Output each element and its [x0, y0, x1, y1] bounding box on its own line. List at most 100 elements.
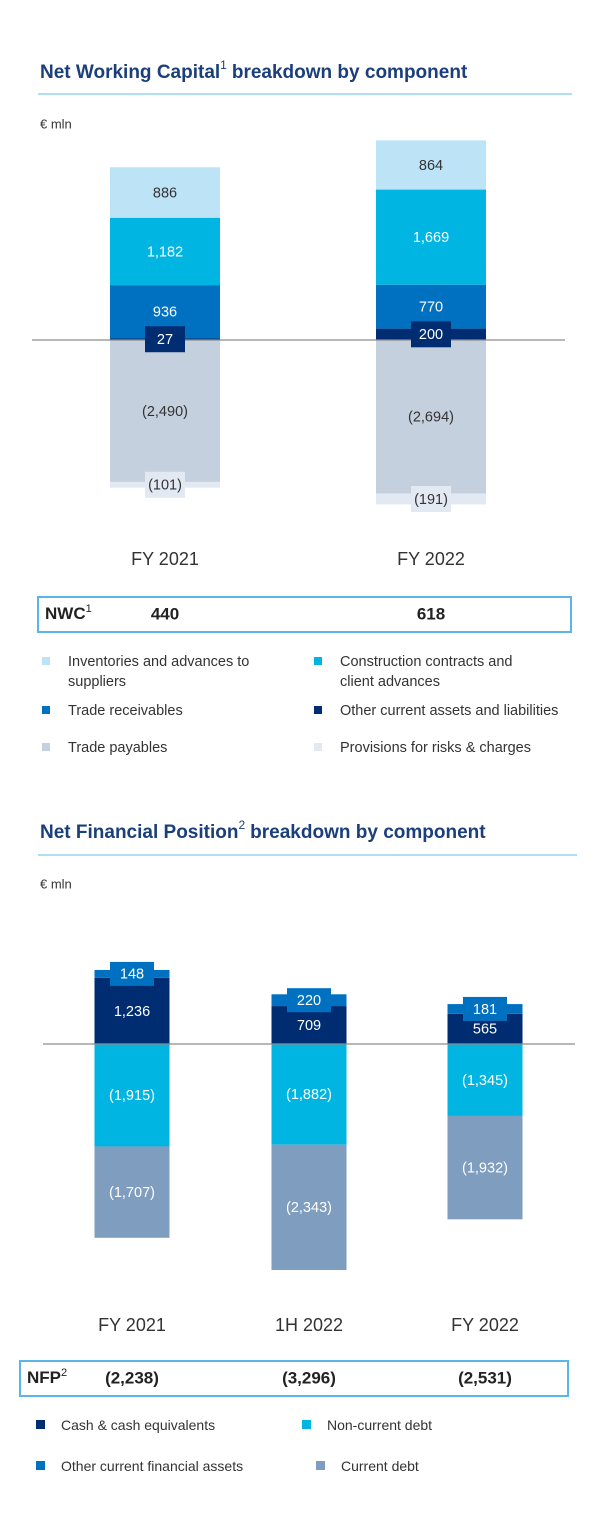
data-label: 1,669 [413, 230, 449, 246]
unit-label: € mln [40, 116, 72, 131]
legend: Cash & cash equivalents Other current fin… [36, 1415, 596, 1497]
data-label: (191) [414, 492, 448, 508]
data-label: (2,343) [286, 1200, 332, 1216]
chart: Net Working Capital1 breakdown by compone… [32, 58, 572, 633]
legend-swatch [36, 1420, 45, 1429]
data-label: 181 [473, 1002, 497, 1018]
data-label: 27 [157, 332, 173, 348]
legend-label: Cash & cash equivalents [61, 1417, 216, 1433]
data-label: 709 [297, 1018, 321, 1034]
title-sup: 1 [220, 58, 227, 72]
title-text: breakdown by component [250, 822, 486, 843]
title-text: Net Working Capital [40, 62, 220, 83]
legend-label: Trade payables [68, 740, 168, 756]
data-label: 770 [419, 299, 443, 315]
data-label: (1,915) [109, 1088, 155, 1104]
legend-item: Other current financial assets [36, 1456, 316, 1497]
data-label: (1,707) [109, 1185, 155, 1201]
total-label-sup: 2 [61, 1367, 67, 1379]
legend-swatch [314, 743, 322, 751]
bar-segment [271, 1006, 347, 1044]
chart-title: Net Working Capital1 breakdown by compone… [40, 58, 468, 83]
data-label: 200 [419, 327, 443, 343]
legend-label: Inventories and advances to suppliers [68, 654, 250, 690]
legend-label: Provisions for risks & charges [340, 740, 531, 756]
bar-segment [110, 217, 220, 286]
total-label: NWC1 [45, 603, 92, 624]
legend-item: Cash & cash equivalents [36, 1415, 302, 1456]
legend-swatch [314, 706, 322, 714]
total-label: NFP2 [27, 1367, 67, 1388]
legend-item: Provisions for risks & charges [314, 738, 586, 775]
legend-label: Trade receivables [68, 703, 183, 719]
total-label-sup: 1 [86, 603, 92, 615]
legend-item: Current debt [316, 1456, 596, 1497]
legend-label: Other current financial assets [61, 1458, 244, 1474]
legend-item: Inventories and advances to suppliers [42, 652, 314, 701]
legend-swatch [316, 1461, 325, 1470]
legend-item: Construction contracts and client advanc… [314, 652, 586, 701]
legend-label: Current debt [341, 1458, 419, 1474]
label-box [411, 321, 451, 348]
total-value: 618 [417, 604, 445, 623]
legend-item: Trade payables [42, 738, 314, 775]
bar-segment [447, 1115, 523, 1220]
unit-label: € mln [40, 876, 72, 891]
bar-segment [94, 977, 170, 1044]
legend-swatch [36, 1461, 45, 1470]
chart: Net Financial Position2 breakdown by comp… [19, 818, 577, 1397]
total-label-text: NWC [45, 604, 86, 623]
bar-segment [110, 340, 220, 482]
bar-segment [376, 140, 486, 190]
title-text: breakdown by component [232, 62, 468, 83]
data-label: 1,182 [147, 244, 183, 260]
title-sup: 2 [238, 818, 245, 832]
label-box [110, 961, 154, 986]
bar-segment [376, 284, 486, 329]
legend-swatch [42, 743, 50, 751]
bar-segment [94, 1044, 170, 1147]
legend-item: Trade receivables [42, 701, 314, 738]
data-label: (1,882) [286, 1087, 332, 1103]
data-label: (2,694) [408, 410, 454, 426]
label-box [411, 486, 451, 513]
label-box [463, 996, 507, 1021]
total-value: (2,238) [105, 1368, 159, 1387]
label-box [145, 326, 185, 353]
x-tick-label: FY 2022 [451, 1315, 519, 1335]
legend-swatch [314, 657, 322, 665]
bar-segment [376, 189, 486, 285]
bar-segment [94, 1146, 170, 1238]
bar-segment [271, 1044, 347, 1145]
bar-segment [376, 340, 486, 494]
data-label: 148 [120, 967, 144, 983]
x-tick-label: FY 2021 [131, 549, 199, 569]
bar-segment [271, 1144, 347, 1271]
label-box [145, 471, 185, 498]
total-box [19, 1360, 569, 1397]
total-label-text: NFP [27, 1368, 61, 1387]
data-label: 936 [153, 305, 177, 321]
data-label: (101) [148, 478, 182, 494]
legend-item: Other current assets and liabilities [314, 701, 586, 738]
total-box [37, 596, 572, 633]
data-label: 220 [297, 993, 321, 1009]
legend-label: Other current assets and liabilities [340, 703, 559, 719]
x-tick-label: FY 2021 [98, 1315, 166, 1335]
data-label: 886 [153, 185, 177, 201]
total-value: 440 [151, 604, 179, 623]
title-text: Net Financial Position [40, 822, 238, 843]
legend-label: Non-current debt [327, 1417, 433, 1433]
total-value: (2,531) [458, 1368, 512, 1387]
data-label: 864 [419, 158, 443, 174]
data-label: (1,345) [462, 1073, 508, 1089]
data-label: (1,932) [462, 1160, 508, 1176]
legend-item: Non-current debt [302, 1415, 568, 1456]
legend: Other current assets and liabilities Trad… [42, 652, 599, 775]
x-tick-label: 1H 2022 [275, 1315, 343, 1335]
total-value: (3,296) [282, 1368, 336, 1387]
bar-segment [110, 167, 220, 218]
legend-swatch [42, 706, 50, 714]
legend-swatch [42, 657, 50, 665]
